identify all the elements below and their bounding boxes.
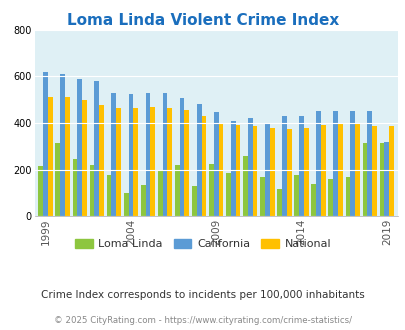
Bar xyxy=(175,165,179,216)
Text: © 2025 CityRating.com - https://www.cityrating.com/crime-statistics/: © 2025 CityRating.com - https://www.city… xyxy=(54,316,351,325)
Text: Loma Linda Violent Crime Index: Loma Linda Violent Crime Index xyxy=(67,13,338,28)
Bar xyxy=(213,113,218,216)
Bar xyxy=(281,116,286,216)
Bar xyxy=(333,111,337,216)
Bar xyxy=(94,81,99,216)
Bar xyxy=(371,126,376,216)
Bar xyxy=(82,100,87,216)
Bar xyxy=(247,118,252,216)
Text: Crime Index corresponds to incidents per 100,000 inhabitants: Crime Index corresponds to incidents per… xyxy=(41,290,364,300)
Bar xyxy=(162,93,167,216)
Bar xyxy=(107,175,111,216)
Bar xyxy=(150,107,155,216)
Bar xyxy=(218,123,223,216)
Bar xyxy=(269,128,274,216)
Bar xyxy=(77,79,82,216)
Bar xyxy=(243,155,247,216)
Bar xyxy=(128,94,133,216)
Bar xyxy=(158,170,162,216)
Bar xyxy=(43,72,48,216)
Bar xyxy=(286,129,291,216)
Bar xyxy=(124,193,128,216)
Bar xyxy=(303,128,308,216)
Bar xyxy=(38,166,43,216)
Legend: Loma Linda, California, National: Loma Linda, California, National xyxy=(70,234,335,253)
Bar xyxy=(111,93,116,216)
Bar xyxy=(145,93,150,216)
Bar xyxy=(260,177,264,216)
Bar xyxy=(184,110,189,216)
Bar xyxy=(311,183,315,216)
Bar xyxy=(379,143,384,216)
Bar xyxy=(362,143,367,216)
Bar xyxy=(315,111,320,216)
Bar xyxy=(384,142,388,216)
Bar xyxy=(65,97,70,216)
Bar xyxy=(133,108,138,216)
Bar xyxy=(209,164,213,216)
Bar xyxy=(141,185,145,216)
Bar xyxy=(179,98,184,216)
Bar xyxy=(337,124,342,216)
Bar xyxy=(196,104,201,216)
Bar xyxy=(230,120,235,216)
Bar xyxy=(167,108,172,216)
Bar xyxy=(235,125,240,216)
Bar xyxy=(48,97,53,216)
Bar xyxy=(116,108,121,216)
Bar xyxy=(201,116,206,216)
Bar xyxy=(388,126,393,216)
Bar xyxy=(264,123,269,216)
Bar xyxy=(99,106,104,216)
Bar xyxy=(345,177,350,216)
Bar xyxy=(55,143,60,216)
Bar xyxy=(320,125,325,216)
Bar xyxy=(298,116,303,216)
Bar xyxy=(72,159,77,216)
Bar xyxy=(277,189,281,216)
Bar xyxy=(294,175,298,216)
Bar xyxy=(367,111,371,216)
Bar xyxy=(226,173,230,216)
Bar xyxy=(350,111,354,216)
Bar xyxy=(328,179,333,216)
Bar xyxy=(354,123,359,216)
Bar xyxy=(252,126,257,216)
Bar xyxy=(192,186,196,216)
Bar xyxy=(60,74,65,216)
Bar xyxy=(90,165,94,216)
